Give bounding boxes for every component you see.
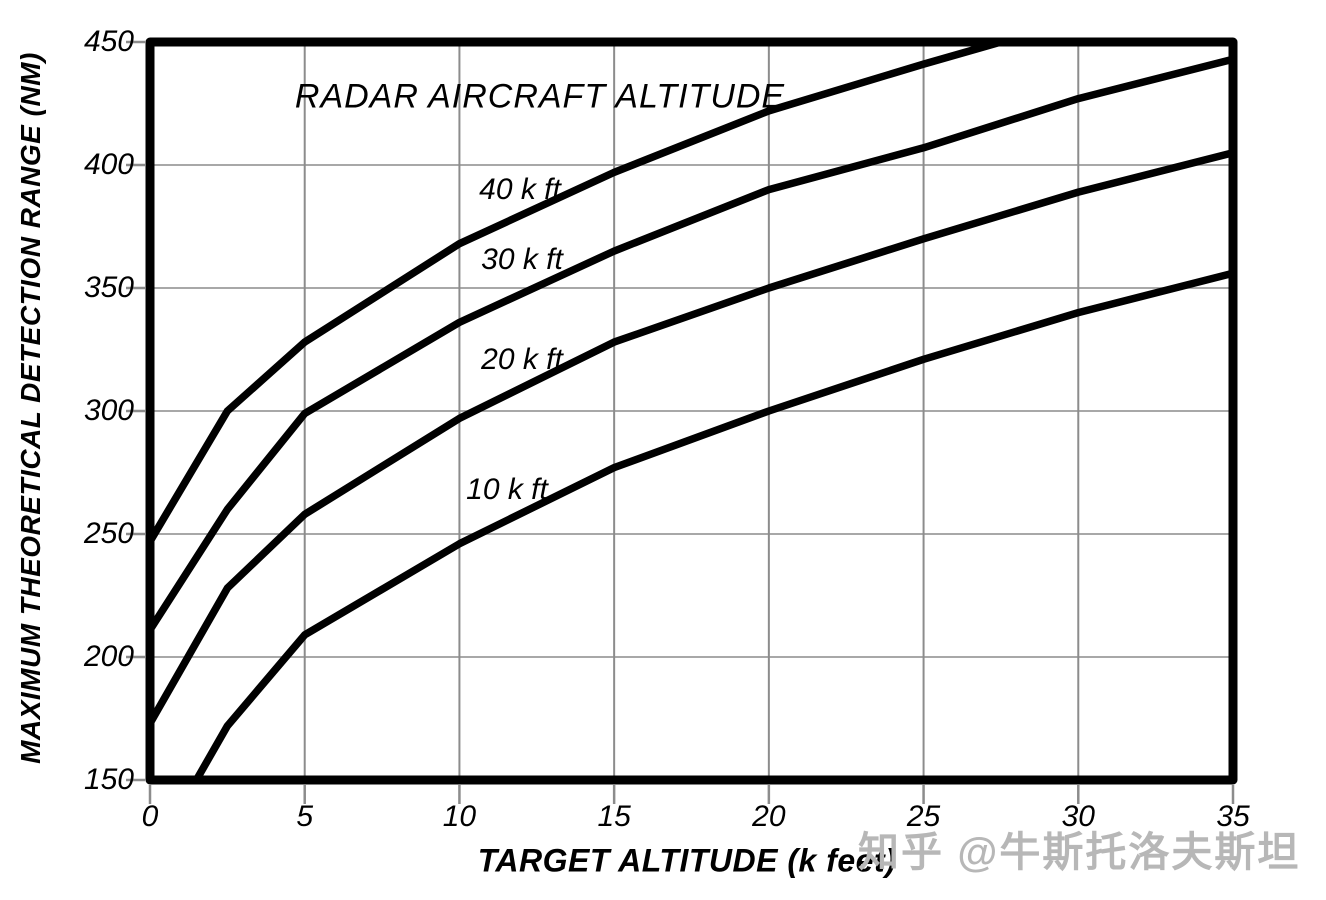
x-tick-label-0: 0 <box>141 800 159 833</box>
x-tick-label-5: 5 <box>296 800 314 833</box>
curve-label-20-k-ft: 20 k ft <box>481 343 563 376</box>
x-tick-label-35: 35 <box>1216 800 1250 833</box>
y-axis-title: MAXIMUM THEORETICAL DETECTION RANGE (NM) <box>15 52 46 764</box>
curve-label-40-k-ft: 40 k ft <box>479 173 561 206</box>
y-tick-label-400: 400 <box>83 148 134 181</box>
y-tick-label-450: 450 <box>83 25 134 58</box>
curve-label-10-k-ft: 10 k ft <box>466 473 548 506</box>
x-tick-label-20: 20 <box>752 800 786 833</box>
x-tick-label-15: 15 <box>597 800 631 833</box>
watermark: 知乎 @牛斯托洛夫斯坦 <box>858 829 1301 875</box>
y-tick-label-250: 250 <box>83 517 134 550</box>
y-tick-label-350: 350 <box>83 271 134 304</box>
y-tick-label-300: 300 <box>83 394 134 427</box>
curve-label-30-k-ft: 30 k ft <box>481 243 563 276</box>
y-tick-label-200: 200 <box>83 640 134 673</box>
chart-title: RADAR AIRCRAFT ALTITUDE <box>294 77 786 116</box>
x-tick-label-30: 30 <box>1061 800 1095 833</box>
x-tick-label-25: 25 <box>906 800 941 833</box>
x-axis-title: TARGET ALTITUDE (k feet) <box>477 842 897 879</box>
y-tick-label-150: 150 <box>83 763 134 796</box>
x-tick-label-10: 10 <box>442 800 477 833</box>
